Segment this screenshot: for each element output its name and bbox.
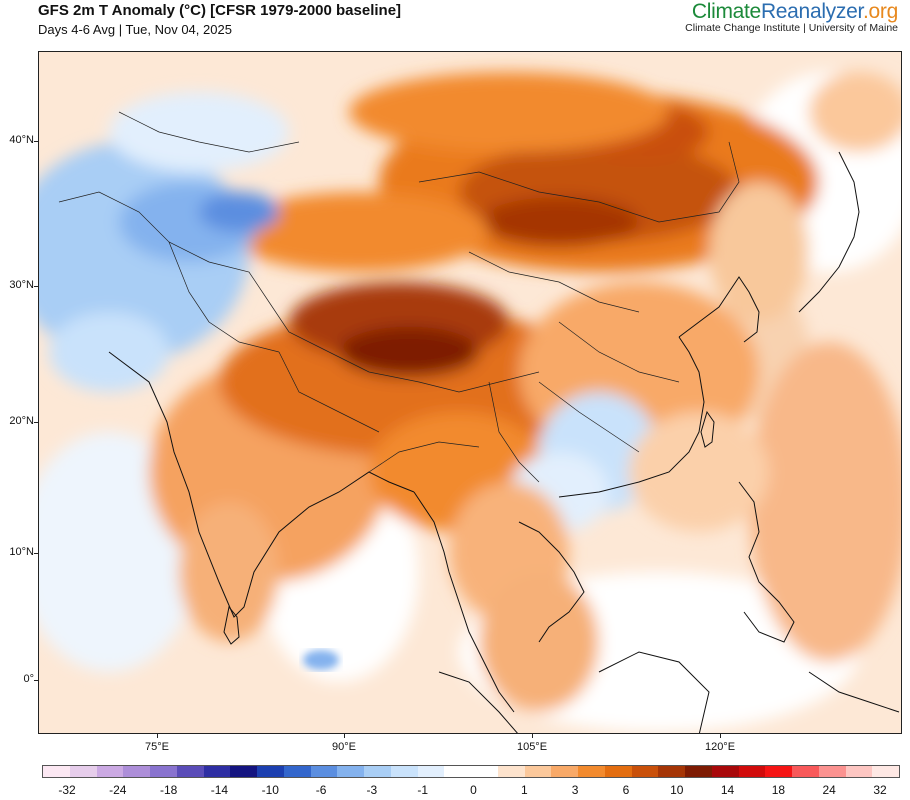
colorbar-swatch (150, 766, 177, 777)
country-borders (58, 111, 740, 483)
lat-label-0: 0° (23, 673, 34, 685)
brand-name-climate: Climate (691, 0, 761, 23)
lat-label-20n: 20°N (9, 415, 34, 427)
lon-label-120e: 120°E (704, 741, 736, 753)
colorbar-swatch (845, 766, 873, 777)
brand-name-reanalyzer: Reanalyzer (760, 0, 863, 23)
colorbar-label: 24 (822, 783, 836, 797)
colorbar-swatch (631, 766, 659, 777)
colorbar-swatch (524, 766, 552, 777)
colorbar-swatch (43, 766, 70, 777)
lon-tick (157, 734, 158, 738)
colorbar-swatch (283, 766, 311, 777)
map-svg (39, 52, 901, 733)
colorbar-label: -24 (109, 783, 127, 797)
colorbar-label: 3 (571, 783, 579, 797)
colorbar-label: 18 (771, 783, 786, 797)
colorbar-label: -1 (417, 783, 429, 797)
colorbar-label: 32 (873, 783, 887, 797)
colorbar-label: 14 (720, 783, 735, 797)
colorbar-swatch (818, 766, 846, 777)
colorbar-swatch (658, 766, 685, 777)
lat-tick (34, 553, 38, 554)
colorbar-swatch (604, 766, 632, 777)
lon-tick (532, 734, 533, 738)
colorbar-label: -32 (58, 783, 76, 797)
colorbar-swatch (872, 766, 899, 777)
colorbar-label: 1 (520, 783, 528, 797)
colorbar-swatch (792, 766, 819, 777)
lon-label-90e: 90°E (332, 741, 356, 753)
colorbar-swatch (417, 766, 445, 777)
colorbar-swatch (123, 766, 150, 777)
colorbar-swatch (738, 766, 766, 777)
colorbar (42, 765, 900, 778)
brand-subline: Climate Change Institute | University of… (685, 22, 898, 34)
lon-label-105e: 105°E (516, 741, 548, 753)
colorbar-swatch (364, 766, 391, 777)
colorbar-swatch (578, 766, 605, 777)
coastlines (108, 151, 900, 733)
colorbar-swatch (69, 766, 97, 777)
brand-name-org: .org (863, 0, 898, 23)
colorbar-swatch (711, 766, 739, 777)
colorbar-swatch (230, 766, 257, 777)
colorbar-swatch (444, 766, 471, 777)
colorbar-label: -14 (210, 783, 229, 797)
colorbar-swatch (765, 766, 792, 777)
lon-tick (344, 734, 345, 738)
anomaly-map (38, 51, 902, 734)
lat-tick (34, 680, 38, 681)
anomaly-field (39, 72, 901, 732)
colorbar-label: 0 (470, 783, 477, 797)
colorbar-swatch (685, 766, 712, 777)
lat-tick (34, 286, 38, 287)
lat-label-30n: 30°N (9, 279, 34, 291)
chart-title: GFS 2m T Anomaly (°C) [CFSR 1979-2000 ba… (38, 2, 402, 19)
colorbar-label: -10 (261, 783, 279, 797)
colorbar-label: -18 (159, 783, 178, 797)
colorbar-label: 10 (670, 783, 684, 797)
colorbar-swatch (497, 766, 525, 777)
colorbar-swatch (310, 766, 338, 777)
lon-tick (720, 734, 721, 738)
brand-logo[interactable]: ClimateReanalyzer.org Climate Change Ins… (685, 0, 898, 34)
colorbar-swatch (471, 766, 498, 777)
colorbar-label: 6 (622, 783, 630, 797)
colorbar-swatch (551, 766, 578, 777)
colorbar-swatch (257, 766, 284, 777)
colorbar-swatch (203, 766, 231, 777)
lat-label-40n: 40°N (9, 134, 34, 146)
brand-name: ClimateReanalyzer.org (685, 0, 898, 24)
lat-tick (34, 422, 38, 423)
colorbar-swatch (390, 766, 418, 777)
indian-ocean-cold-spot (303, 650, 339, 670)
colorbar-swatch (96, 766, 124, 777)
lat-tick (34, 141, 38, 142)
lat-label-10n: 10°N (9, 546, 34, 558)
lon-label-75e: 75°E (145, 741, 169, 753)
colorbar-swatch (176, 766, 204, 777)
colorbar-label: -6 (315, 783, 327, 797)
colorbar-label: -3 (366, 783, 378, 797)
colorbar-swatch (337, 766, 364, 777)
chart-subtitle: Days 4-6 Avg | Tue, Nov 04, 2025 (38, 22, 232, 37)
